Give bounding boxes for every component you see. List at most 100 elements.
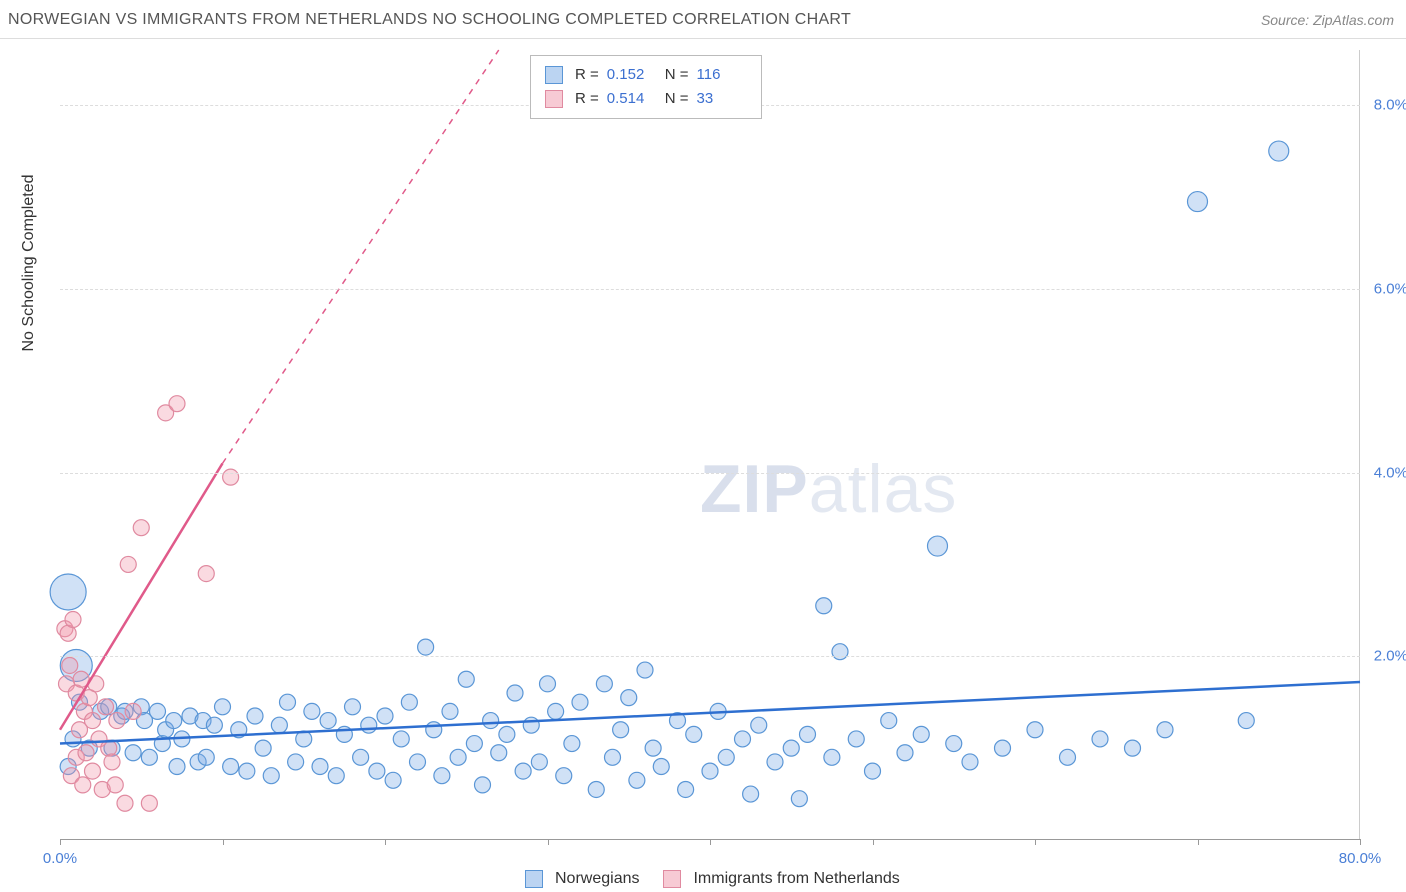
data-point bbox=[507, 685, 523, 701]
data-point bbox=[125, 703, 141, 719]
data-point bbox=[913, 726, 929, 742]
x-tick bbox=[223, 839, 224, 845]
legend-series: Norwegians Immigrants from Netherlands bbox=[525, 870, 900, 888]
x-tick-label: 0.0% bbox=[43, 850, 77, 867]
data-point bbox=[304, 703, 320, 719]
data-point bbox=[767, 754, 783, 770]
data-point bbox=[629, 772, 645, 788]
data-point bbox=[475, 777, 491, 793]
data-point bbox=[426, 722, 442, 738]
data-point bbox=[150, 703, 166, 719]
chart-svg bbox=[60, 50, 1360, 839]
data-point bbox=[588, 781, 604, 797]
gridline bbox=[60, 289, 1360, 290]
data-point bbox=[263, 768, 279, 784]
data-point bbox=[556, 768, 572, 784]
data-point bbox=[442, 703, 458, 719]
data-point bbox=[450, 749, 466, 765]
gridline bbox=[60, 473, 1360, 474]
data-point bbox=[78, 745, 94, 761]
y-tick-label: 2.0% bbox=[1374, 648, 1406, 665]
data-point bbox=[881, 713, 897, 729]
legend-series-label: Immigrants from Netherlands bbox=[693, 870, 899, 888]
data-point bbox=[98, 699, 114, 715]
legend-swatch bbox=[545, 66, 563, 84]
data-point bbox=[686, 726, 702, 742]
legend-stat-row: R =0.514N =33 bbox=[545, 88, 747, 110]
data-point bbox=[483, 713, 499, 729]
x-tick bbox=[710, 839, 711, 845]
data-point bbox=[62, 657, 78, 673]
r-value: 0.152 bbox=[607, 64, 657, 86]
data-point bbox=[678, 781, 694, 797]
data-point bbox=[1238, 713, 1254, 729]
data-point bbox=[743, 786, 759, 802]
y-tick-label: 4.0% bbox=[1374, 464, 1406, 481]
data-point bbox=[1125, 740, 1141, 756]
data-point bbox=[288, 754, 304, 770]
data-point bbox=[548, 703, 564, 719]
data-point bbox=[223, 759, 239, 775]
data-point bbox=[280, 694, 296, 710]
x-tick bbox=[1198, 839, 1199, 845]
data-point bbox=[458, 671, 474, 687]
data-point bbox=[499, 726, 515, 742]
data-point bbox=[434, 768, 450, 784]
data-point bbox=[572, 694, 588, 710]
n-label: N = bbox=[665, 88, 689, 110]
x-tick bbox=[1035, 839, 1036, 845]
data-point bbox=[85, 763, 101, 779]
data-point bbox=[1027, 722, 1043, 738]
data-point bbox=[85, 713, 101, 729]
data-point bbox=[75, 777, 91, 793]
data-point bbox=[109, 713, 125, 729]
x-tick-label: 80.0% bbox=[1339, 850, 1382, 867]
data-point bbox=[271, 717, 287, 733]
data-point bbox=[824, 749, 840, 765]
data-point bbox=[791, 791, 807, 807]
data-point bbox=[995, 740, 1011, 756]
data-point bbox=[848, 731, 864, 747]
r-label: R = bbox=[575, 88, 599, 110]
header-divider bbox=[0, 38, 1406, 39]
data-point bbox=[946, 736, 962, 752]
chart-header: NORWEGIAN VS IMMIGRANTS FROM NETHERLANDS… bbox=[0, 0, 1406, 40]
data-point bbox=[50, 574, 86, 610]
r-label: R = bbox=[575, 64, 599, 86]
data-point bbox=[141, 749, 157, 765]
x-tick bbox=[548, 839, 549, 845]
data-point bbox=[120, 556, 136, 572]
y-tick-label: 8.0% bbox=[1374, 97, 1406, 114]
trend-line-extension bbox=[223, 50, 499, 463]
data-point bbox=[117, 795, 133, 811]
legend-stat-row: R =0.152N =116 bbox=[545, 64, 747, 86]
data-point bbox=[653, 759, 669, 775]
y-axis-label: No Schooling Completed bbox=[20, 175, 38, 352]
data-point bbox=[166, 713, 182, 729]
x-tick bbox=[1360, 839, 1361, 845]
data-point bbox=[215, 699, 231, 715]
y-tick-label: 6.0% bbox=[1374, 280, 1406, 297]
data-point bbox=[385, 772, 401, 788]
data-point bbox=[247, 708, 263, 724]
data-point bbox=[125, 745, 141, 761]
data-point bbox=[783, 740, 799, 756]
data-point bbox=[751, 717, 767, 733]
data-point bbox=[328, 768, 344, 784]
legend-swatch bbox=[545, 90, 563, 108]
legend-series-label: Norwegians bbox=[555, 870, 639, 888]
data-point bbox=[345, 699, 361, 715]
data-point bbox=[206, 717, 222, 733]
r-value: 0.514 bbox=[607, 88, 657, 110]
data-point bbox=[1060, 749, 1076, 765]
source-label: Source: ZipAtlas.com bbox=[1261, 12, 1394, 28]
data-point bbox=[523, 717, 539, 733]
data-point bbox=[239, 763, 255, 779]
data-point bbox=[596, 676, 612, 692]
legend-series-item: Immigrants from Netherlands bbox=[663, 870, 899, 888]
data-point bbox=[466, 736, 482, 752]
data-point bbox=[564, 736, 580, 752]
data-point bbox=[361, 717, 377, 733]
data-point bbox=[133, 520, 149, 536]
data-point bbox=[141, 795, 157, 811]
